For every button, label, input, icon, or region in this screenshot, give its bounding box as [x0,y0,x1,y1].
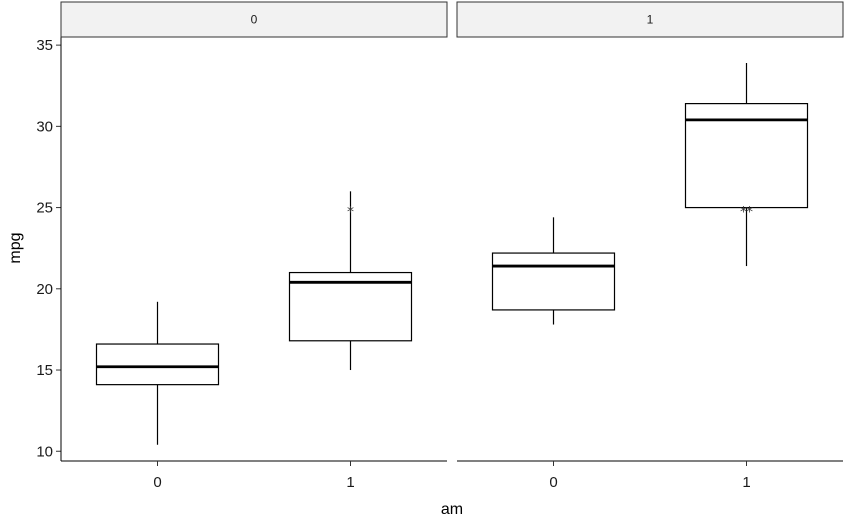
outlier-point-0-1-0: * [347,205,354,221]
box-0-0 [95,343,220,386]
x-axis-title: am [441,501,463,518]
x-tick-label-0-1: 1 [346,474,354,491]
x-tick-label-0-0: 0 [153,474,161,491]
outlier-point-1-1-0: * [740,205,747,221]
box-1-0 [491,252,616,311]
facet-strip-label-0: 0 [251,13,258,27]
y-axis-title: mpg [7,232,24,263]
facet-strip-0 [60,1,448,38]
y-tick-label-35: 35 [36,37,53,54]
outlier-point-1-1-1: * [746,205,753,221]
y-tick-label-25: 25 [36,200,53,217]
y-tick-label-10: 10 [36,443,53,460]
x-tick-label-1-1: 1 [742,474,750,491]
y-tick-label-15: 15 [36,362,53,379]
box-0-1 [288,271,413,342]
y-tick-label-20: 20 [36,281,53,298]
x-tick-label-1-0: 0 [549,474,557,491]
facet-strip-1 [456,1,844,38]
facet-strip-label-1: 1 [647,13,654,27]
y-tick-label-30: 30 [36,118,53,135]
